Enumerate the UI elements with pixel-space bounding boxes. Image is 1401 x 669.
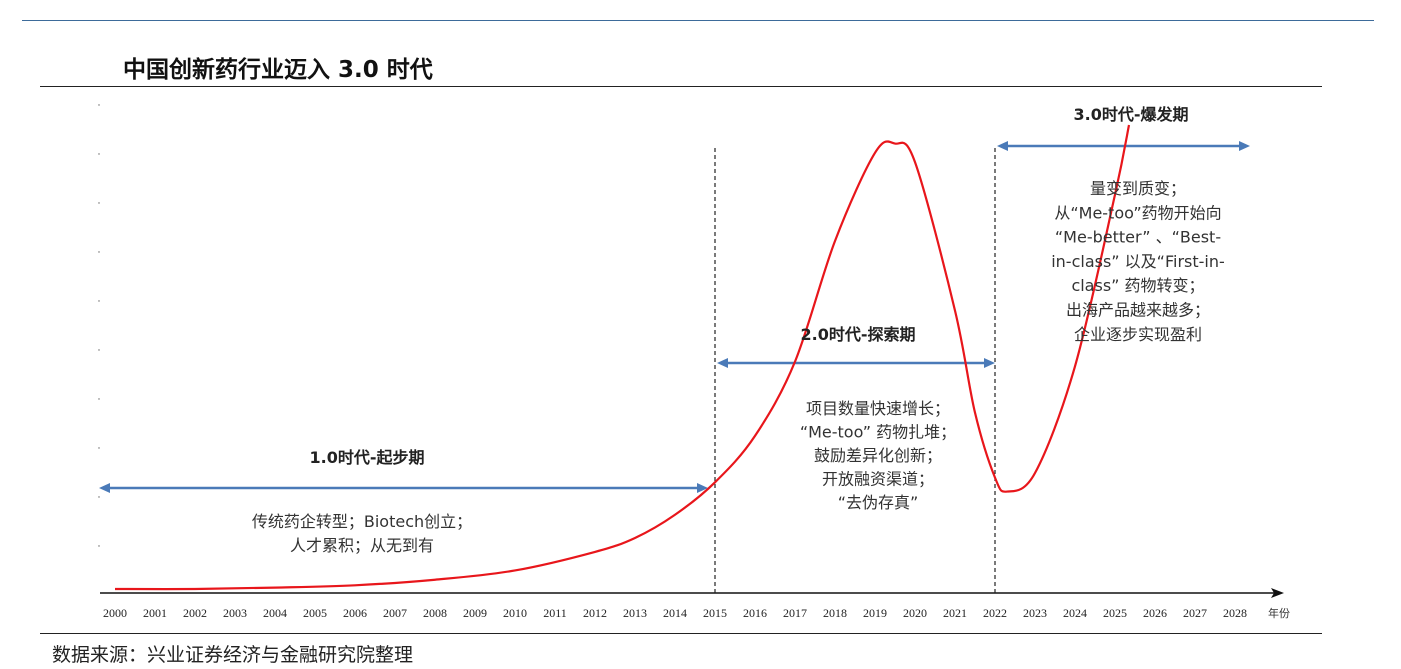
- x-tick-label: 2013: [623, 606, 647, 620]
- growth-curve: [114, 124, 1131, 591]
- page-title: 中国创新药行业迈入 3.0 时代: [123, 57, 433, 83]
- y-axis-dot: [98, 300, 100, 302]
- arrow-left-icon: [997, 141, 1008, 151]
- x-tick-label: 2024: [1063, 606, 1087, 620]
- era-title: 2.0时代-探索期: [801, 325, 916, 344]
- x-axis: 2000 2001 2002 2003 2004 2005 2006 2007 2008 2009…: [100, 588, 1290, 620]
- era-note-line: “Me-too” 药物扎堆；: [800, 423, 956, 442]
- top-rule: [22, 20, 1374, 21]
- era-arrows: [99, 141, 1250, 493]
- x-tick-label: 2004: [263, 606, 287, 620]
- y-axis-dot: [98, 349, 100, 351]
- era-note-line: “去伪存真”: [838, 493, 919, 512]
- x-tick-label: 2010: [503, 606, 527, 620]
- x-tick-label: 2002: [183, 606, 207, 620]
- era-note-line: 量变到质变；: [1090, 179, 1186, 198]
- source-note: 数据来源：兴业证券经济与金融研究院整理: [52, 644, 414, 666]
- title-rule: [40, 86, 1322, 87]
- era-note-line: “Me-better” 、“Best-: [1055, 228, 1221, 247]
- era-note-line: 从“Me-too”药物开始向: [1054, 203, 1221, 222]
- era-title: 3.0时代-爆发期: [1074, 105, 1189, 124]
- era-note-line: class” 药物转变；: [1071, 276, 1204, 295]
- y-axis-dot: [98, 398, 100, 400]
- arrow-right-icon: [984, 358, 995, 368]
- y-axis-dots: [98, 104, 100, 547]
- x-axis-arrow-icon: [1271, 588, 1284, 598]
- x-tick-label: 2027: [1183, 606, 1207, 620]
- x-tick-label: 2009: [463, 606, 487, 620]
- era-boundaries: [714, 148, 996, 593]
- x-axis-unit: 年份: [1268, 606, 1290, 620]
- bottom-rule: [40, 633, 1322, 634]
- y-axis-dot: [98, 447, 100, 449]
- y-axis-dot: [98, 202, 100, 204]
- era-note-line: 人才累积；从无到有: [290, 536, 434, 555]
- era-note-line: in-class” 以及“First-in-: [1051, 252, 1225, 271]
- era-note-line: 出海产品越来越多；: [1066, 301, 1210, 320]
- arrow-right-icon: [1239, 141, 1250, 151]
- arrow-left-icon: [99, 483, 110, 493]
- x-tick-label: 2007: [383, 606, 407, 620]
- arrow-left-icon: [717, 358, 728, 368]
- x-tick-label: 2018: [823, 606, 847, 620]
- x-tick-label: 2011: [543, 606, 567, 620]
- x-tick-label: 2023: [1023, 606, 1047, 620]
- x-tick-label: 2017: [783, 606, 807, 620]
- arrow-right-icon: [697, 483, 708, 493]
- era-note-line: 项目数量快速增长；: [806, 399, 950, 418]
- x-tick-label: 2028: [1223, 606, 1247, 620]
- x-tick-label: 2015: [703, 606, 727, 620]
- y-axis-dot: [98, 251, 100, 253]
- x-tick-label: 2016: [743, 606, 767, 620]
- x-tick-label: 2003: [223, 606, 247, 620]
- x-tick-label: 2012: [583, 606, 607, 620]
- x-tick-label: 2008: [423, 606, 447, 620]
- y-axis-dot: [98, 545, 100, 547]
- y-axis-dot: [98, 104, 100, 106]
- x-tick-label: 2019: [863, 606, 887, 620]
- x-tick-label: 2026: [1143, 606, 1167, 620]
- x-tick-label: 2021: [943, 606, 967, 620]
- era-note-line: 传统药企转型；Biotech创立；: [252, 512, 472, 531]
- x-tick-label: 2000: [103, 606, 127, 620]
- era-note-line: 开放融资渠道；: [822, 470, 934, 489]
- x-tick-label: 2006: [343, 606, 367, 620]
- y-axis-dot: [98, 153, 100, 155]
- y-axis-dot: [98, 496, 100, 498]
- x-tick-label: 2025: [1103, 606, 1127, 620]
- era-note-line: 企业逐步实现盈利: [1074, 325, 1202, 344]
- x-tick-label: 2020: [903, 606, 927, 620]
- era-note-line: 鼓励差异化创新；: [814, 446, 942, 465]
- curve-layer: [114, 124, 1131, 591]
- x-tick-label: 2005: [303, 606, 327, 620]
- x-tick-label: 2014: [663, 606, 687, 620]
- x-tick-label: 2022: [983, 606, 1007, 620]
- era-title: 1.0时代-起步期: [310, 448, 425, 467]
- x-tick-label: 2001: [143, 606, 167, 620]
